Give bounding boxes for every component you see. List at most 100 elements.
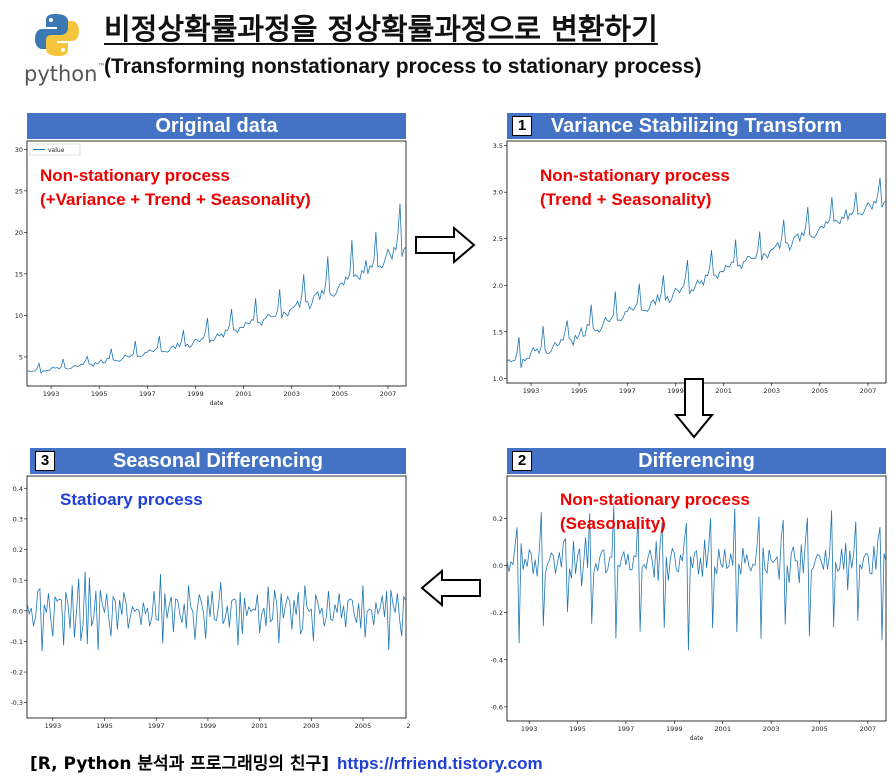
python-logo-icon <box>35 14 79 56</box>
panel-header-variance: 1 Variance Stabilizing Transform <box>507 113 886 139</box>
variance-xtick-label: 2003 <box>763 387 780 395</box>
trademark-symbol: ™ <box>97 62 106 71</box>
original-legend <box>29 143 81 156</box>
variance-xtick-label: 1997 <box>619 387 636 395</box>
seasonal-ytick-label: -0.3 <box>10 699 23 707</box>
differencing-xlabel: date <box>690 735 704 742</box>
original-xtick-label: 2001 <box>235 390 252 398</box>
differencing-xtick-label: 2003 <box>763 725 780 733</box>
plot-seasonal: 0.4 0.3 0.2 0.1 0.0 -0.1 -0.2 -0.3 1993 1995 1997 1… <box>10 475 410 730</box>
variance-ytick-label: 2.5 <box>493 235 503 243</box>
annotation-original-line1: Non-stationary process <box>40 166 230 185</box>
original-xtick-label: 2005 <box>332 390 349 398</box>
differencing-xtick-label: 1993 <box>521 725 538 733</box>
original-xtick-label: 2003 <box>283 390 300 398</box>
seasonal-xtick-label: 1997 <box>148 722 165 730</box>
variance-xtick-label: 1993 <box>523 387 540 395</box>
original-ytick-label: 20 <box>15 229 23 237</box>
variance-ytick-label: 1.5 <box>493 328 503 336</box>
variance-ytick-label: 3.0 <box>493 189 503 197</box>
differencing-ytick-label: -0.6 <box>490 703 503 711</box>
differencing-ytick-label: -0.4 <box>490 656 503 664</box>
seasonal-ytick-label: 0.2 <box>13 546 23 554</box>
panel-header-differencing: 2 Differencing <box>507 448 886 474</box>
annotation-differencing-line1: Non-stationary process <box>560 490 750 509</box>
python-logo-text: python™ <box>24 62 105 86</box>
variance-xtick-label: 2001 <box>715 387 732 395</box>
plot-differencing: 0.2 0.0 -0.2 -0.4 -0.6 1993 1995 1997 1999 2001 20… <box>490 475 887 742</box>
original-legend-label: value <box>48 147 65 154</box>
plot-original: 5 10 15 20 25 30 1993 1995 1997 1999 2001 2003 2005 2… <box>15 140 407 407</box>
original-xtick-label: 2007 <box>380 390 397 398</box>
variance-xtick-label: 1995 <box>571 387 588 395</box>
seasonal-xtick-label: 2005 <box>355 722 372 730</box>
original-axes-frame <box>26 140 407 387</box>
original-ytick-label: 25 <box>15 187 23 195</box>
seasonal-xtick-label: 2007 <box>406 722 410 730</box>
annotation-variance: Non-stationary process (Trend + Seasonal… <box>540 164 730 212</box>
annotation-original: Non-stationary process (+Variance + Tren… <box>40 164 311 212</box>
differencing-ytick-label: -0.2 <box>490 609 503 617</box>
page-subtitle: (Transforming nonstationary process to s… <box>104 55 702 78</box>
differencing-series-line <box>506 505 887 651</box>
seasonal-xtick-label: 1995 <box>96 722 113 730</box>
annotation-variance-line1: Non-stationary process <box>540 166 730 185</box>
differencing-ytick-label: 0.2 <box>493 515 503 523</box>
footer: [R, Python 분석과 프로그래밍의 친구] https://rfriend… <box>30 749 543 774</box>
differencing-xtick-label: 2005 <box>811 725 828 733</box>
variance-ytick-label: 3.5 <box>493 142 503 150</box>
differencing-xtick-label: 1995 <box>569 725 586 733</box>
differencing-axes-frame <box>506 475 887 722</box>
seasonal-ytick-label: 0.1 <box>13 577 23 585</box>
seasonal-ytick-label: 0.3 <box>13 515 23 523</box>
differencing-ytick-label: 0.0 <box>493 562 503 570</box>
differencing-xtick-label: 1999 <box>666 725 683 733</box>
original-xtick-label: 1995 <box>91 390 108 398</box>
seasonal-xtick-label: 1999 <box>200 722 217 730</box>
seasonal-ytick-label: -0.1 <box>10 638 23 646</box>
original-xtick-label: 1999 <box>187 390 204 398</box>
seasonal-ytick-label: -0.2 <box>10 669 23 677</box>
differencing-xtick-label: 2007 <box>860 725 877 733</box>
original-xtick-label: 1997 <box>139 390 156 398</box>
panel-header-original: Original data <box>27 113 406 139</box>
step-badge-1: 1 <box>512 116 532 136</box>
seasonal-ytick-label: 0.0 <box>13 607 23 615</box>
footer-link[interactable]: https://rfriend.tistory.com <box>336 754 543 773</box>
variance-xtick-label: 1999 <box>667 387 684 395</box>
arrow-right-icon <box>415 226 476 264</box>
python-wordmark: python <box>24 62 98 86</box>
variance-ytick-label: 1.0 <box>493 375 503 383</box>
original-series-line <box>26 203 407 375</box>
annotation-differencing-line2: (Seasonality) <box>560 514 666 533</box>
seasonal-ytick-label: 0.4 <box>13 485 23 493</box>
seasonal-xtick-label: 1993 <box>45 722 62 730</box>
step-badge-2: 2 <box>512 451 532 471</box>
variance-axes-frame <box>506 140 887 384</box>
original-ytick-label: 10 <box>15 312 23 320</box>
annotation-variance-line2: (Trend + Seasonality) <box>540 190 712 209</box>
variance-series-line <box>506 177 887 368</box>
page-title: 비정상확률과정을 정상확률과정으로 변환하기 <box>104 12 658 46</box>
seasonal-series-line <box>26 571 407 652</box>
original-xtick-label: 1993 <box>43 390 60 398</box>
variance-xtick-label: 2005 <box>812 387 829 395</box>
panel-header-seasonal: 3 Seasonal Differencing <box>30 448 406 474</box>
footer-text: [R, Python 분석과 프로그래밍의 친구] <box>30 754 329 774</box>
annotation-differencing: Non-stationary process (Seasonality) <box>560 488 750 536</box>
variance-ytick-label: 2.0 <box>493 282 503 290</box>
step-badge-3: 3 <box>35 451 55 471</box>
seasonal-xtick-label: 2001 <box>251 722 268 730</box>
original-ytick-label: 5 <box>19 353 23 361</box>
panel-header-variance-label: Variance Stabilizing Transform <box>550 115 843 137</box>
arrow-left-icon <box>420 569 481 607</box>
panel-header-differencing-label: Differencing <box>638 450 755 472</box>
original-xlabel: date <box>210 400 224 407</box>
plot-variance: 1.0 1.5 2.0 2.5 3.0 3.5 1993 1995 1997 1999 2001 20… <box>493 140 887 404</box>
panel-header-seasonal-label: Seasonal Differencing <box>112 450 324 472</box>
annotation-seasonal: Statioary process <box>60 488 203 512</box>
original-ytick-label: 15 <box>15 270 23 278</box>
panel-header-original-label: Original data <box>155 115 278 137</box>
variance-xtick-label: 2007 <box>860 387 877 395</box>
differencing-xtick-label: 2001 <box>714 725 731 733</box>
